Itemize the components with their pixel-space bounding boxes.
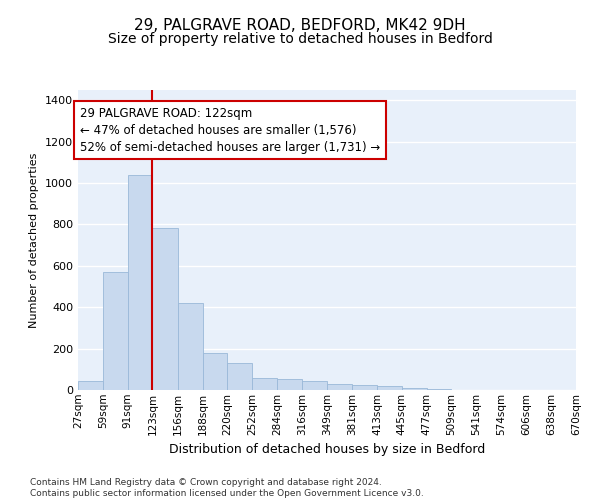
Y-axis label: Number of detached properties: Number of detached properties: [29, 152, 40, 328]
Bar: [277, 378, 302, 390]
Text: 29 PALGRAVE ROAD: 122sqm
← 47% of detached houses are smaller (1,576)
52% of sem: 29 PALGRAVE ROAD: 122sqm ← 47% of detach…: [80, 106, 380, 154]
Text: Size of property relative to detached houses in Bedford: Size of property relative to detached ho…: [107, 32, 493, 46]
Bar: [402, 388, 427, 390]
Bar: [252, 378, 277, 390]
Bar: [227, 363, 252, 390]
X-axis label: Distribution of detached houses by size in Bedford: Distribution of detached houses by size …: [169, 443, 485, 456]
Bar: [178, 303, 203, 390]
Bar: [352, 385, 377, 390]
Text: 29, PALGRAVE ROAD, BEDFORD, MK42 9DH: 29, PALGRAVE ROAD, BEDFORD, MK42 9DH: [134, 18, 466, 32]
Text: Contains HM Land Registry data © Crown copyright and database right 2024.
Contai: Contains HM Land Registry data © Crown c…: [30, 478, 424, 498]
Bar: [328, 384, 352, 390]
Bar: [152, 228, 178, 390]
Bar: [203, 353, 227, 390]
Bar: [128, 175, 152, 390]
Bar: [377, 386, 402, 390]
Bar: [78, 380, 103, 390]
Bar: [103, 272, 128, 390]
Bar: [302, 380, 328, 390]
